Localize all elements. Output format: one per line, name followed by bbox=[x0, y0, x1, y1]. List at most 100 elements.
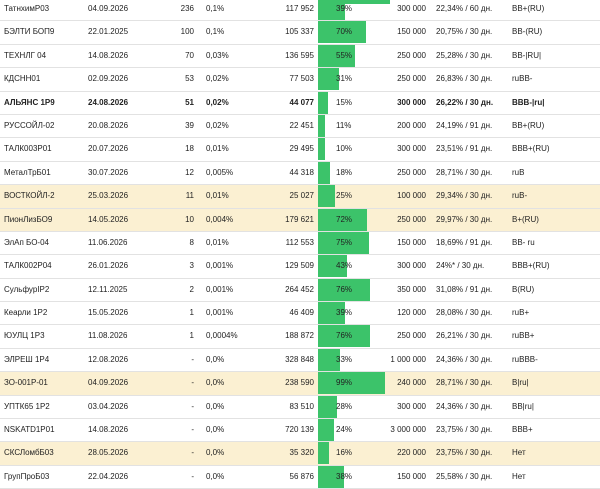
maturity-date: 30.07.2026 bbox=[88, 167, 129, 177]
placement-share-bar bbox=[318, 44, 356, 67]
trade-count: 11 bbox=[185, 191, 194, 201]
trade-share: 0,02% bbox=[206, 74, 229, 84]
trade-share: 0,005% bbox=[206, 167, 234, 177]
table-row[interactable]: ЮУЛЦ 1Р3 11.08.2026 1 0,0004% 188 872 250 000… bbox=[0, 325, 600, 349]
yield-duration: 31,08% / 91 дн. bbox=[436, 284, 493, 294]
volume: 117 952 bbox=[285, 4, 314, 13]
maturity-date: 04.09.2026 bbox=[88, 4, 129, 13]
placement-share-cell: 38% bbox=[318, 465, 386, 488]
placement-share-label: 75% bbox=[336, 237, 353, 247]
credit-rating: ruB bbox=[512, 167, 525, 177]
credit-rating: BBB+(RU) bbox=[512, 261, 550, 271]
credit-rating: B|ru| bbox=[512, 378, 529, 388]
trade-share: 0,01% bbox=[206, 144, 229, 154]
placement-share-cell: 16% bbox=[318, 442, 386, 465]
maturity-date: 22.04.2026 bbox=[88, 471, 129, 481]
placement-share-bar bbox=[318, 348, 341, 371]
table-row[interactable]: ЭЛРЕШ 1Р4 12.08.2026 - 0,0% 328 848 1 000 000… bbox=[0, 348, 600, 373]
placement-share-cell: 31% bbox=[318, 68, 386, 91]
maturity-date: 14.08.2026 bbox=[88, 425, 129, 435]
maturity-date: 14.08.2026 bbox=[88, 50, 129, 60]
trade-share: 0,001% bbox=[206, 308, 234, 318]
volume: 136 595 bbox=[285, 50, 314, 60]
trade-count: 10 bbox=[185, 214, 194, 224]
placement-share-label: 99% bbox=[336, 378, 353, 388]
yield-duration: 28,71% / 30 дн. bbox=[436, 378, 493, 388]
bond-name: ТАЛК003Р01 bbox=[4, 144, 52, 154]
trade-share: 0,0% bbox=[206, 401, 225, 411]
table-row[interactable]: ВОСТКОЙЛ-2 25.03.2026 11 0,01% 25 027 100 000… bbox=[0, 185, 600, 209]
volume: 77 503 bbox=[289, 74, 314, 84]
table-row[interactable]: ЗО-001Р-01 04.09.2026 - 0,0% 238 590 240 000 2… bbox=[0, 372, 600, 396]
table-row[interactable]: ТатнхимР03 04.09.2026 236 0,1% 117 952 300 00… bbox=[0, 0, 600, 22]
table-row[interactable]: ТАЛК002Р04 26.01.2026 3 0,001% 129 509 300 00… bbox=[0, 255, 600, 279]
table-row[interactable]: ТЕХНЛГ 04 14.08.2026 70 0,03% 136 595 250 000… bbox=[0, 44, 600, 69]
issue-volume: 300 000 bbox=[397, 261, 426, 271]
placement-share-bar bbox=[318, 278, 370, 301]
table-row[interactable]: РУССОЙЛ-02 20.08.2026 39 0,02% 22 451 200 000… bbox=[0, 114, 600, 139]
placement-share-cell: 18% bbox=[318, 161, 386, 184]
trade-share: 0,001% bbox=[206, 284, 234, 294]
placement-share-label: 39% bbox=[336, 4, 353, 13]
table-row[interactable]: БЭЛТИ БОП9 22.01.2025 100 0,1% 105 337 150 00… bbox=[0, 21, 600, 45]
bond-name: ВОСТКОЙЛ-2 bbox=[4, 191, 55, 201]
placement-share-bar bbox=[318, 255, 348, 278]
table-row[interactable]: МеталТрБ01 30.07.2026 12 0,005% 44 318 250 00… bbox=[0, 161, 600, 186]
placement-share-bar bbox=[318, 161, 331, 184]
trade-count: 70 bbox=[185, 50, 194, 60]
volume: 264 452 bbox=[285, 284, 314, 294]
yield-duration: 26,83% / 30 дн. bbox=[436, 74, 493, 84]
credit-rating: B(RU) bbox=[512, 284, 535, 294]
trade-count: 39 bbox=[185, 120, 194, 130]
table-row[interactable]: УПТК65 1Р2 03.04.2026 - 0,0% 83 510 300 000 24… bbox=[0, 395, 600, 420]
yield-duration: 18,69% / 91 дн. bbox=[436, 237, 493, 247]
credit-rating: Нет bbox=[512, 471, 526, 481]
bond-name: ЭЛРЕШ 1Р4 bbox=[4, 354, 50, 364]
credit-rating: BB+(RU) bbox=[512, 120, 545, 130]
trade-count: 51 bbox=[185, 97, 194, 107]
placement-share-label: 15% bbox=[336, 97, 353, 107]
volume: 46 409 bbox=[289, 308, 314, 318]
placement-share-label: 70% bbox=[336, 27, 353, 37]
table-row[interactable]: СКСЛомбБ03 28.05.2026-0,0% 35 320 220 000 23… bbox=[0, 442, 600, 466]
issue-volume: 250 000 bbox=[397, 167, 426, 177]
trade-share: 0,0% bbox=[206, 448, 225, 458]
credit-rating: BB+(RU) bbox=[512, 4, 545, 13]
table-row[interactable]: NSKATD1P01 14.08.2026 - 0,0% 720 139 3 000 00… bbox=[0, 419, 600, 443]
trade-share: 0,0% bbox=[206, 378, 225, 388]
credit-rating: Нет bbox=[512, 448, 526, 458]
volume: 188 872 bbox=[285, 331, 314, 341]
table-row[interactable]: ПионЛизБО9 14.05.2026 10 0,004% 179 621 250 0… bbox=[0, 208, 600, 232]
bond-name: ЗО-001Р-01 bbox=[4, 378, 48, 388]
bond-name: ГрупПроБ03 bbox=[4, 471, 50, 481]
maturity-date: 11.08.2026 bbox=[88, 331, 128, 341]
placement-share-label: 38% bbox=[336, 471, 353, 481]
table-row[interactable]: ТАЛК003Р01 20.07.2026 18 0,01% 29 495 300 000… bbox=[0, 138, 600, 162]
volume: 35 320 bbox=[289, 448, 314, 458]
issue-volume: 200 000 bbox=[397, 120, 426, 130]
trade-count: - bbox=[191, 471, 194, 481]
yield-duration: 28,71% / 30 дн. bbox=[436, 167, 493, 177]
placement-share-label: 72% bbox=[336, 214, 353, 224]
table-row[interactable]: КДСНН01 02.09.2026 53 0,02% 77 503 250 000 26,… bbox=[0, 68, 600, 92]
placement-share-cell: 10% bbox=[318, 138, 386, 161]
table-row[interactable]: Кеарли 1Р2 15.05.2026 1 0,001% 46 409 120 000… bbox=[0, 302, 600, 326]
table-row[interactable]: СульфурІР2 12.11.2025 2 0,001% 264 452 350 00… bbox=[0, 278, 600, 303]
volume: 22 451 bbox=[289, 120, 314, 130]
placement-share-cell: 11% bbox=[318, 114, 386, 137]
placement-share-bar bbox=[318, 0, 345, 20]
credit-rating: ruBB+ bbox=[512, 331, 535, 341]
table-row[interactable]: ЭлАп БО-04 11.06.2026 8 0,01% 112 553 150 000… bbox=[0, 231, 600, 256]
bond-name: АЛЬЯНС 1Р9 bbox=[4, 97, 55, 107]
placement-share-cell: 76% bbox=[318, 278, 386, 301]
placement-share-label: 25% bbox=[336, 191, 353, 201]
table-row[interactable]: АЛЬЯНС 1Р9 24.08.2026 51 0,02% 44 077 300 000… bbox=[0, 91, 600, 115]
placement-share-bar bbox=[318, 442, 329, 465]
placement-share-cell: 99% bbox=[318, 372, 386, 395]
placement-share-label: 55% bbox=[336, 50, 353, 60]
trade-count: 1 bbox=[189, 331, 194, 341]
credit-rating: ruBBB- bbox=[512, 354, 538, 364]
placement-share-bar bbox=[318, 91, 329, 114]
table-row[interactable]: ГрупПроБ03 22.04.2026-0,0% 56 876 150 000 25… bbox=[0, 465, 600, 489]
maturity-date: 11.06.2026 bbox=[88, 237, 128, 247]
